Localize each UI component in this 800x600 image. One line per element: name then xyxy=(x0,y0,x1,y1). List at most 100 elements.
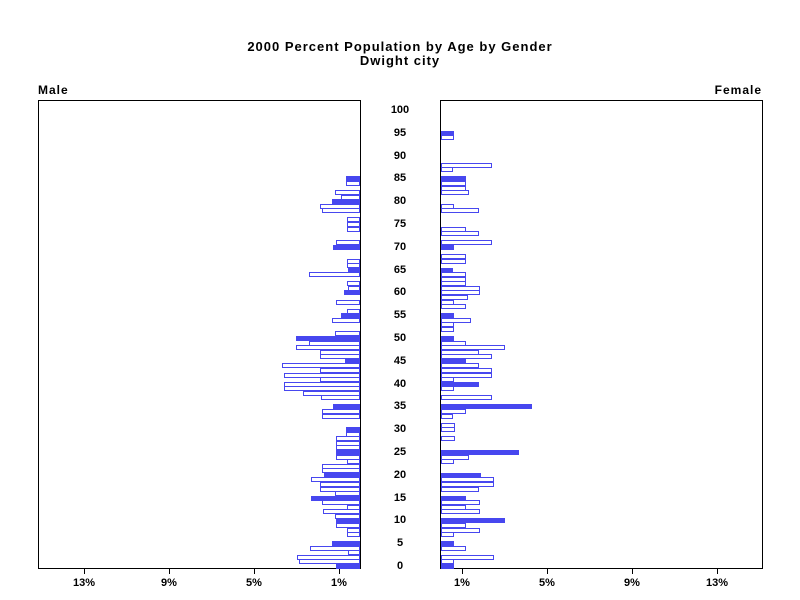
age-axis-label-50: 50 xyxy=(393,332,407,344)
male-bar-age-67 xyxy=(347,258,360,264)
chart-subtitle: Dwight city xyxy=(359,53,441,68)
male-bar-age-8 xyxy=(347,527,360,533)
male-bar-age-81 xyxy=(341,194,360,200)
female-bar-age-70 xyxy=(441,244,454,250)
female-bar-age-10 xyxy=(441,518,505,524)
female-bar-age-64 xyxy=(441,272,466,278)
male-bar-age-41 xyxy=(320,377,360,382)
male-bar-age-25 xyxy=(336,450,360,455)
male-bar-age-0 xyxy=(336,564,360,569)
male-bar-age-64 xyxy=(309,272,360,278)
age-axis-label-65: 65 xyxy=(393,263,407,276)
male-bar-age-9 xyxy=(336,523,360,528)
female-bar-age-62 xyxy=(441,281,466,287)
female-bar-age-18 xyxy=(441,481,494,487)
female-bar-age-54 xyxy=(441,317,471,323)
male-bar-age-45 xyxy=(345,358,360,364)
chart-title-block: 2000 Percent Population by Age by Gender… xyxy=(0,40,800,68)
female-bar-age-49 xyxy=(441,340,466,346)
male-bar-age-38 xyxy=(303,390,360,396)
female-axis-5pct-tick xyxy=(547,569,548,574)
age-axis-label-100: 100 xyxy=(390,104,410,116)
female-bar-age-8 xyxy=(441,527,480,533)
female-bar-age-15 xyxy=(441,495,466,501)
female-bar-age-41 xyxy=(441,377,454,382)
female-axis-9pct-tick xyxy=(632,569,633,574)
female-bar-age-79 xyxy=(441,203,454,209)
female-bar-age-52 xyxy=(441,326,454,332)
male-bar-age-28 xyxy=(336,436,360,442)
male-bar-age-84 xyxy=(346,181,360,186)
female-bar-age-33 xyxy=(441,413,453,419)
male-bar-age-17 xyxy=(320,486,360,492)
female-bar-age-63 xyxy=(441,276,466,282)
male-bar-age-16 xyxy=(335,491,360,496)
male-bar-age-60 xyxy=(344,290,360,296)
female-bar-age-30 xyxy=(441,427,455,433)
male-side-label: Male xyxy=(38,83,69,97)
female-bar-age-48 xyxy=(441,345,505,351)
male-bar-age-24 xyxy=(336,454,360,460)
age-axis-label-25: 25 xyxy=(393,446,407,458)
female-bar-age-88 xyxy=(441,162,492,168)
male-axis-5pct-label: 5% xyxy=(246,577,262,589)
age-axis-label-10: 10 xyxy=(393,514,407,527)
female-bar-age-45 xyxy=(441,358,466,364)
male-panel-frame xyxy=(38,100,361,569)
female-bar-age-0 xyxy=(441,564,454,569)
male-bar-age-65 xyxy=(348,267,360,273)
female-bar-age-57 xyxy=(441,304,466,310)
male-bar-age-78 xyxy=(322,208,360,214)
male-bar-age-58 xyxy=(336,299,360,305)
male-bar-age-14 xyxy=(322,500,360,506)
age-axis-label-30: 30 xyxy=(393,423,407,436)
female-axis-9pct-label: 9% xyxy=(624,577,640,589)
female-bar-age-25 xyxy=(441,450,519,455)
male-bar-age-66 xyxy=(347,263,360,268)
female-bar-age-85 xyxy=(441,176,466,182)
male-bar-age-39 xyxy=(284,386,360,392)
female-bar-age-2 xyxy=(441,554,494,560)
male-bar-age-21 xyxy=(322,468,360,474)
male-bar-age-29 xyxy=(346,431,360,437)
female-bar-age-73 xyxy=(441,231,479,237)
female-bar-age-68 xyxy=(441,253,466,259)
male-bar-age-44 xyxy=(282,363,360,369)
male-bar-age-27 xyxy=(336,440,360,446)
male-bar-age-82 xyxy=(335,190,360,196)
female-bar-age-7 xyxy=(441,532,454,538)
male-bar-age-71 xyxy=(336,240,360,246)
female-bar-age-53 xyxy=(441,322,454,328)
female-bar-age-39 xyxy=(441,386,454,392)
chart-title: 2000 Percent Population by Age by Gender xyxy=(247,39,553,54)
female-bar-age-34 xyxy=(441,409,466,414)
age-axis-label-15: 15 xyxy=(393,491,407,504)
female-bar-age-74 xyxy=(441,226,466,232)
female-bar-age-50 xyxy=(441,336,454,341)
female-bar-age-42 xyxy=(441,372,492,378)
male-bar-age-1 xyxy=(299,559,360,565)
male-bar-age-15 xyxy=(311,495,360,501)
male-bar-age-54 xyxy=(332,317,360,323)
female-bar-age-84 xyxy=(441,181,466,186)
female-bar-age-9 xyxy=(441,523,466,528)
age-axis-label-20: 20 xyxy=(393,468,407,481)
male-bar-age-43 xyxy=(320,367,360,373)
age-axis-label-5: 5 xyxy=(396,537,404,550)
female-bar-age-61 xyxy=(441,285,480,291)
female-bar-age-20 xyxy=(441,472,481,478)
female-bar-age-94 xyxy=(441,135,454,141)
female-bar-age-14 xyxy=(441,500,480,506)
female-bar-age-95 xyxy=(441,130,454,136)
female-bar-age-59 xyxy=(441,295,468,300)
female-bar-age-37 xyxy=(441,395,492,401)
male-axis-1pct-tick xyxy=(339,569,340,574)
female-panel-frame xyxy=(440,100,763,569)
male-bar-age-7 xyxy=(347,532,360,538)
male-bar-age-50 xyxy=(296,336,360,341)
female-bar-age-65 xyxy=(441,267,453,273)
male-bar-age-49 xyxy=(309,340,360,346)
age-axis-label-0: 0 xyxy=(396,560,404,572)
female-bar-age-31 xyxy=(441,422,455,428)
age-axis-label-95: 95 xyxy=(393,126,407,139)
